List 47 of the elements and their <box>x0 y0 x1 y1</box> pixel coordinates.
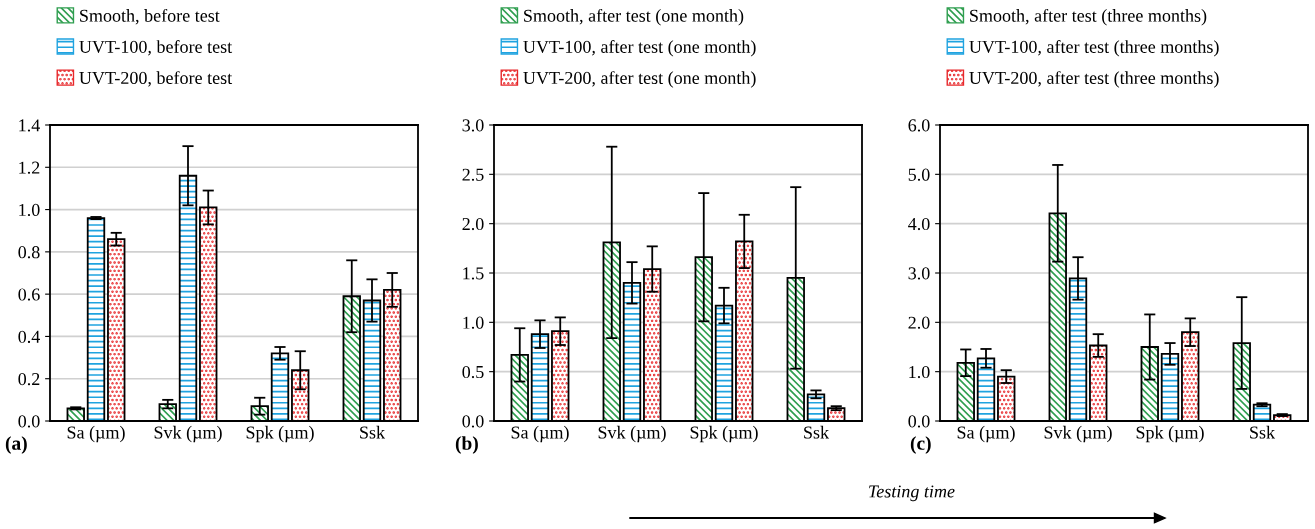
x-tick-label: Svk (µm) <box>154 425 222 443</box>
legend-label: UVT-200, after test (one month) <box>523 71 756 88</box>
x-tick-label: Ssk <box>1250 425 1276 439</box>
text: (a) <box>5 436 27 454</box>
y-tick-label: 2.5 <box>462 168 484 181</box>
y-tick-label: 1.0 <box>19 203 40 217</box>
y-tick-label: 1.0 <box>463 316 484 329</box>
legend-label: Smooth, before test <box>80 8 220 25</box>
y-tick-label: 1.2 <box>19 161 40 174</box>
legend-label: Smooth, after test (three months) <box>970 8 1207 26</box>
x-tick-label: Spk (µm) <box>1136 425 1204 443</box>
y-tick-label: 4.0 <box>908 217 930 231</box>
y-tick-label: 0.0 <box>908 415 930 428</box>
y-tick-label: 0.0 <box>18 415 40 428</box>
legend-label: UVT-200, before test <box>79 71 233 87</box>
y-tick-label: 0.0 <box>462 415 484 428</box>
y-tick-label: 2.0 <box>462 217 484 231</box>
y-tick-label: 0.6 <box>18 288 40 301</box>
x-tick-label: Sa (µm) <box>511 425 569 443</box>
text: Testing time <box>869 485 955 502</box>
text: (b) <box>455 436 478 454</box>
y-tick-label: 6.0 <box>908 119 930 132</box>
x-tick-label: Ssk <box>804 425 830 439</box>
y-tick-label: 0.5 <box>462 365 484 379</box>
y-tick-label: 1.4 <box>19 119 40 132</box>
x-tick-label: Sa (µm) <box>67 425 125 443</box>
y-tick-label: 0.4 <box>18 330 40 343</box>
legend-label: UVT-200, after test (three months) <box>969 71 1219 88</box>
x-tick-label: Spk (µm) <box>690 425 758 443</box>
legend-label: Smooth, after test (one month) <box>524 8 744 26</box>
y-tick-label: 3.0 <box>462 119 484 132</box>
x-tick-label: Sa (µm) <box>957 425 1015 443</box>
y-tick-label: 1.5 <box>463 267 484 280</box>
y-tick-label: 0.2 <box>18 372 40 386</box>
x-tick-label: Spk (µm) <box>246 425 314 443</box>
x-tick-label: Svk (µm) <box>1044 425 1112 443</box>
y-tick-label: 1.0 <box>909 365 930 379</box>
y-tick-label: 0.8 <box>18 246 40 259</box>
y-tick-label: 3.0 <box>908 267 930 280</box>
legend-label: UVT-100, after test (one month) <box>523 40 756 57</box>
y-tick-label: 2.0 <box>908 316 930 329</box>
x-tick-label: Svk (µm) <box>598 425 666 443</box>
x-tick-label: Ssk <box>360 425 386 439</box>
text: (c) <box>910 436 931 454</box>
legend-label: UVT-100, after test (three months) <box>969 40 1219 57</box>
legend-label: UVT-100, before test <box>79 40 233 56</box>
y-tick-label: 5.0 <box>908 168 930 181</box>
